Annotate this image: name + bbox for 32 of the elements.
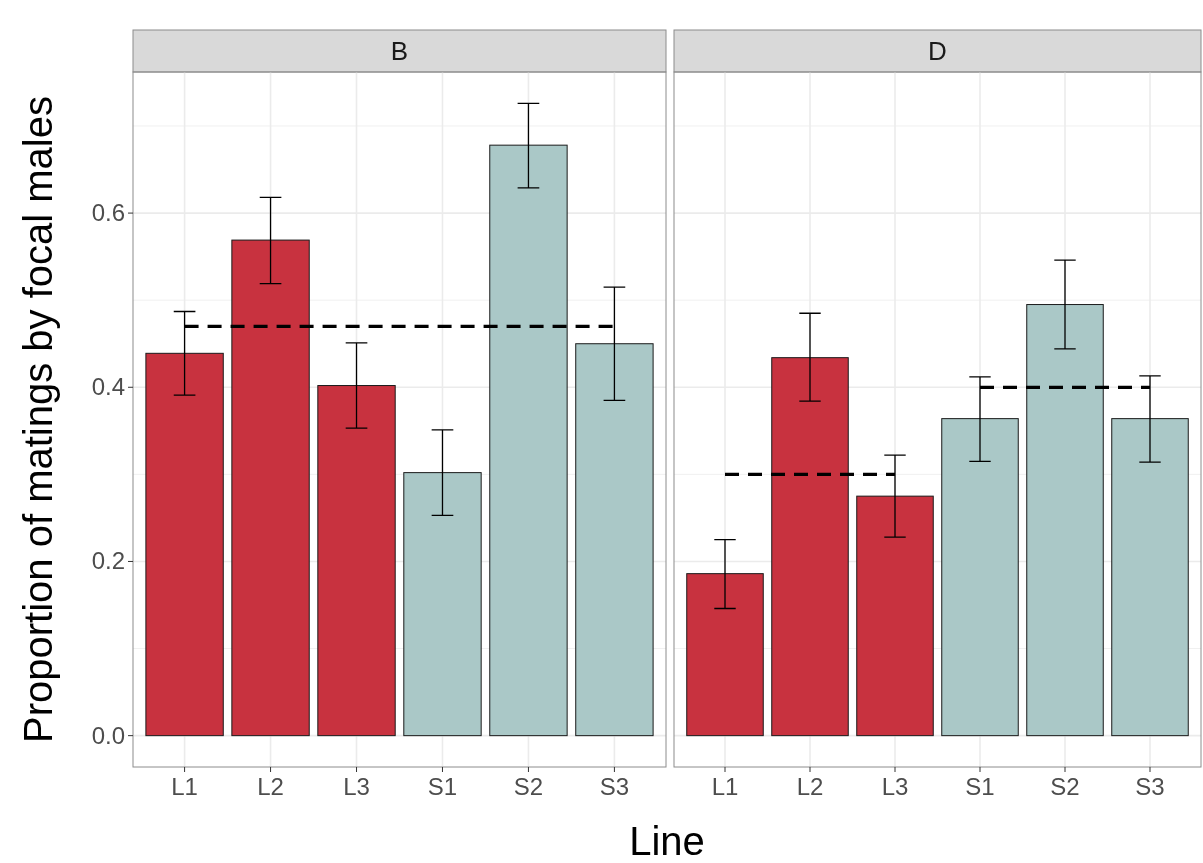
x-tick-label: L3: [343, 773, 370, 800]
x-axis-title: Line: [629, 819, 705, 863]
bar: [489, 144, 568, 737]
x-tick-label: L2: [796, 773, 824, 800]
x-tick-label: S2: [1050, 773, 1080, 800]
chart-title: D: [928, 36, 947, 66]
bar: [145, 352, 224, 737]
y-axis-title: Proportion of matings by focal males: [16, 96, 60, 743]
bar: [317, 385, 396, 737]
bar: [1111, 418, 1189, 737]
bar: [856, 495, 934, 737]
x-tick-label: S3: [1135, 773, 1165, 800]
bar: [575, 343, 654, 737]
x-tick-label: S3: [599, 773, 630, 800]
x-tick-label: S1: [965, 773, 995, 800]
x-tick-label: L2: [257, 773, 284, 800]
bar: [403, 472, 482, 737]
y-tick-label: 0.0: [91, 721, 125, 749]
bar: [231, 239, 310, 737]
x-tick-label: L1: [171, 773, 198, 800]
bar: [771, 357, 849, 737]
bar: [1026, 304, 1104, 737]
x-tick-label: S1: [427, 773, 458, 800]
chart-title: B: [390, 36, 409, 66]
y-tick-label: 0.4: [91, 373, 125, 401]
x-tick-label: L1: [711, 773, 739, 800]
x-tick-label: S2: [513, 773, 544, 800]
y-tick-label: 0.2: [91, 547, 125, 575]
y-tick-label: 0.6: [91, 199, 125, 227]
x-tick-label: L3: [881, 773, 909, 800]
bar: [941, 418, 1019, 737]
bar: [686, 573, 764, 737]
